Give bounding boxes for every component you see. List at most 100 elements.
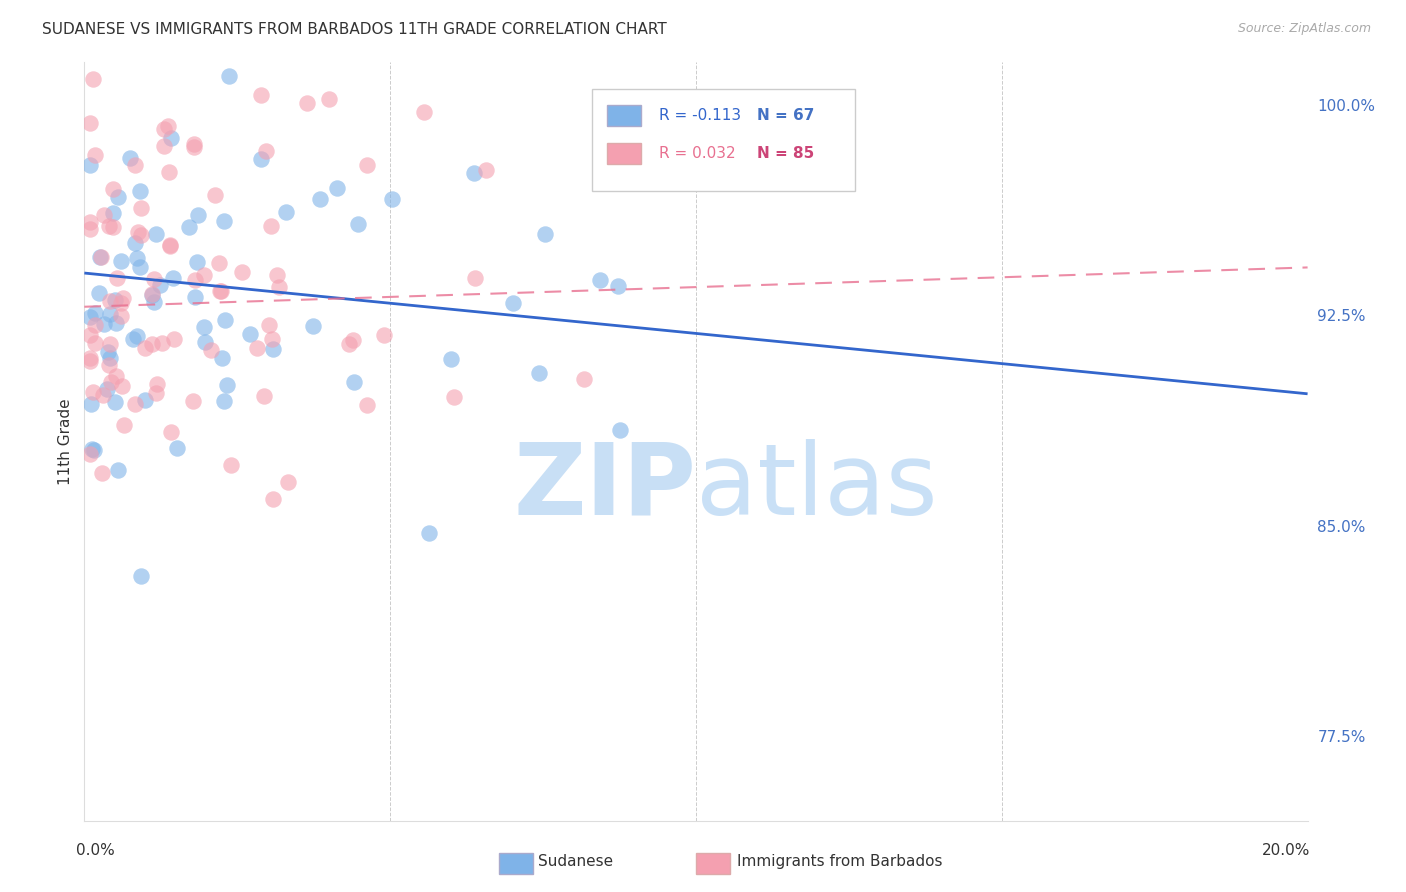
Point [98,337,121,351]
Point [104,293,127,307]
Text: 20.0%: 20.0% [1263,843,1310,858]
Point [141,287,163,301]
Point [464,271,486,285]
Point [98,294,121,309]
Point [79,351,101,366]
Point [127,225,149,239]
Point [80,442,103,456]
Point [208,284,231,298]
Point [79,116,101,130]
Point [159,237,181,252]
Point [98,351,121,365]
Point [110,296,132,310]
Point [79,310,101,325]
Point [162,271,184,285]
Point [157,165,180,179]
Bar [606,105,641,126]
Point [533,227,555,241]
Point [87,285,110,300]
Point [104,316,127,330]
Point [104,395,127,409]
Point [166,441,188,455]
Point [134,392,156,407]
Text: Immigrants from Barbados: Immigrants from Barbados [737,855,942,869]
Text: 0.0%: 0.0% [76,843,115,858]
Point [79,327,101,342]
Point [93,317,115,331]
Point [181,394,204,409]
Point [308,192,330,206]
Point [463,166,485,180]
Point [101,220,124,235]
Point [104,369,127,384]
Point [254,144,277,158]
Point [143,294,166,309]
Point [212,214,235,228]
Point [79,222,101,236]
Point [184,290,207,304]
Point [443,390,465,404]
Point [145,386,167,401]
Point [98,219,121,234]
Point [193,268,215,282]
Point [141,286,163,301]
Text: R = 0.032: R = 0.032 [659,146,735,161]
Point [260,332,283,346]
Text: atlas: atlas [696,439,938,535]
Point [474,163,496,178]
Point [217,378,239,392]
Point [186,255,208,269]
Point [84,148,107,162]
Point [107,463,129,477]
Point [209,284,232,298]
Point [260,219,283,234]
Point [253,389,276,403]
Point [110,309,132,323]
Point [373,327,395,342]
Point [79,215,101,229]
Point [153,122,176,136]
Point [589,272,612,286]
Point [82,72,104,87]
Point [231,265,253,279]
Point [239,327,262,342]
Point [337,336,360,351]
Point [124,397,146,411]
Point [177,219,200,234]
Point [183,136,205,151]
Point [267,280,290,294]
Point [127,329,149,343]
Point [80,397,103,411]
Point [101,206,124,220]
Point [262,491,284,506]
Point [125,251,148,265]
Point [218,70,240,84]
Point [82,384,104,399]
Point [149,277,172,292]
Point [204,187,226,202]
Point [356,398,378,412]
Point [101,182,124,196]
Point [214,313,236,327]
Point [97,359,120,373]
Point [527,366,550,380]
Text: N = 85: N = 85 [758,146,814,161]
Point [412,105,434,120]
Point [574,372,596,386]
Bar [592,89,855,191]
Point [346,217,368,231]
Point [607,279,630,293]
Point [193,320,215,334]
Point [440,352,463,367]
Text: ZIP: ZIP [513,439,696,535]
Point [187,208,209,222]
Point [200,343,222,358]
Y-axis label: 11th Grade: 11th Grade [58,398,73,485]
Text: R = -0.113: R = -0.113 [659,108,741,123]
Point [418,525,440,540]
Point [146,377,169,392]
Point [79,158,101,172]
Text: SUDANESE VS IMMIGRANTS FROM BARBADOS 11TH GRADE CORRELATION CHART: SUDANESE VS IMMIGRANTS FROM BARBADOS 11T… [42,22,666,37]
Point [221,458,243,472]
Point [142,272,165,286]
